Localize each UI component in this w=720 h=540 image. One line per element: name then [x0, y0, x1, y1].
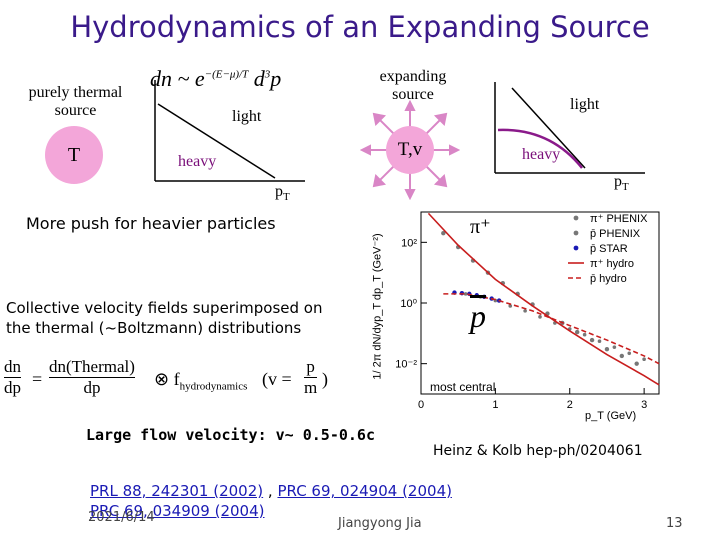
expanding-light-label: light: [570, 96, 600, 113]
x-tick-label-1: 1: [492, 399, 498, 411]
legend-label-0: π⁺ PHENIX: [590, 213, 648, 225]
expanding-source-label: expanding source: [379, 68, 447, 103]
series-0-point: [574, 329, 580, 335]
series-1-point: [463, 292, 468, 296]
legend-swatch-0: [573, 215, 579, 221]
legend-label-4: p̄ hydro: [590, 273, 627, 285]
y-tick-label-1: 10⁰: [400, 298, 417, 310]
series-1-point: [538, 315, 542, 319]
series-0-point: [441, 231, 446, 236]
thermal-slope-line: [157, 103, 276, 179]
x-tick-label-2: 2: [567, 399, 573, 411]
thermal-light-label: light: [232, 108, 262, 125]
plot-ylabel: 1/ 2π dN/dyp_T dp_T (GeV⁻²): [371, 233, 384, 380]
attribution: Heinz & Kolb hep-ph/0204061: [433, 443, 643, 459]
series-1-point: [508, 304, 513, 308]
light-curve: [511, 87, 586, 169]
ref-prc-69-034909[interactable]: PRC 69, 034909 (2004): [90, 502, 265, 520]
expanding-pt-label: pT: [614, 173, 629, 194]
thermal-spectrum-sketch: [154, 80, 305, 182]
series-1-point: [523, 309, 527, 313]
legend-swatch-2: [573, 245, 579, 251]
series-1-point: [612, 345, 617, 349]
y-tick-label-0: 10²: [401, 237, 417, 249]
series-1-point: [642, 357, 646, 362]
thermal-source-circle: T: [45, 126, 103, 184]
plot-pi-label: π⁺: [470, 216, 491, 238]
hydro-equation: dn dp = dn(Thermal) dp ⊗ fhydrodynamics (v…: [4, 357, 328, 397]
expanding-source-graphic: [360, 100, 460, 200]
plot-xlabel: p_T (GeV): [585, 410, 637, 422]
series-0-point: [634, 361, 639, 366]
legend-label-3: π⁺ hydro: [590, 258, 634, 270]
x-tick-label-0: 0: [418, 399, 424, 411]
boltzmann-formula: dn ~ e−(E−μ)/T d3p: [150, 66, 282, 91]
legend-label-2: p̄ STAR: [590, 243, 628, 255]
series-4-line: [443, 293, 660, 365]
ref-prl-88[interactable]: PRL 88, 242301 (2002): [90, 482, 264, 500]
references: PRL 88, 242301 (2002) , PRC 69, 024904 (…: [90, 481, 560, 521]
slide-title: Hydrodynamics of an Expanding Source: [70, 10, 650, 44]
more-push-text: More push for heavier particles: [26, 214, 276, 233]
x-tick-label-3: 3: [641, 399, 647, 411]
thermal-circle-text: T: [67, 143, 81, 166]
expanding-spectrum-sketch: [494, 82, 645, 174]
expanding-circle-text: T,v: [397, 139, 423, 160]
thermal-source-label: purely thermal source: [28, 84, 123, 119]
plot-pbar-label: p: [470, 298, 486, 334]
series-0-point: [619, 353, 625, 359]
series-0-point: [589, 337, 595, 343]
expanding-heavy-label: heavy: [522, 146, 561, 163]
spectra-plot-svg: 0 1 2 3 10² 10⁰ 10⁻² π⁺ PHENIX p̄ PHENIX p̄ STAR π…: [395, 211, 660, 411]
footer-page-number: 13: [666, 516, 683, 531]
ref-separator: ,: [267, 482, 273, 500]
footer-author: Jiangyong Jia: [338, 516, 422, 531]
legend-swatch-1: [573, 230, 579, 236]
thermal-heavy-label: heavy: [178, 153, 217, 170]
legend-label-1: p̄ PHENIX: [590, 228, 641, 240]
collective-velocity-text: Collective velocity fields superimposed …: [6, 299, 323, 337]
series-1-point: [582, 332, 587, 337]
series-1-point: [597, 339, 602, 344]
footer-date: 2021/6/14: [88, 510, 155, 525]
plot-most-central: most central: [430, 380, 496, 394]
ref-prc-69-024904[interactable]: PRC 69, 024904 (2004): [277, 482, 452, 500]
y-tick-label-2: 10⁻²: [395, 359, 417, 371]
thermal-pt-label: pT: [275, 183, 290, 204]
heavy-curve: [497, 128, 583, 169]
series-0-point: [604, 346, 610, 352]
series-3-line: [427, 212, 660, 386]
large-flow-text: Large flow velocity: v~ 0.5-0.6c: [86, 426, 375, 444]
series-1-point: [627, 351, 632, 356]
spectra-plot: 0 1 2 3 10² 10⁰ 10⁻² π⁺ PHENIX p̄ PHENIX p̄ STAR π…: [366, 204, 666, 430]
